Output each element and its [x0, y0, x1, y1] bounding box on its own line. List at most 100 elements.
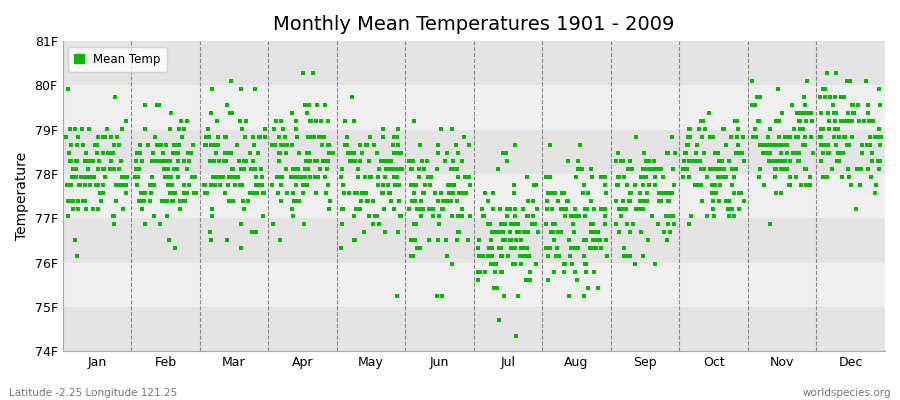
Point [660, 237, 674, 244]
Point [766, 142, 780, 148]
Point [562, 237, 576, 244]
Point [410, 245, 425, 252]
Point [566, 221, 580, 228]
Point [830, 158, 844, 164]
Point [63, 142, 77, 148]
Point [392, 142, 406, 148]
Point [167, 189, 182, 196]
Point [278, 166, 293, 172]
Point [308, 158, 322, 164]
Point [414, 205, 428, 212]
Point [639, 174, 653, 180]
Point [580, 205, 594, 212]
Point [203, 229, 218, 236]
Point [783, 158, 797, 164]
Point [660, 189, 674, 196]
Point [727, 189, 742, 196]
Point [637, 174, 652, 180]
Point [698, 126, 712, 132]
Point [836, 150, 850, 156]
Point [173, 205, 187, 212]
Point [339, 142, 354, 148]
Point [547, 269, 562, 276]
Point [171, 150, 185, 156]
Point [405, 166, 419, 172]
Point [155, 197, 169, 204]
Point [568, 269, 582, 276]
Point [804, 110, 818, 116]
Point [67, 197, 81, 204]
Point [557, 269, 572, 276]
Point [507, 221, 521, 228]
Point [242, 150, 256, 156]
Point [209, 174, 223, 180]
Point [63, 197, 77, 204]
Point [760, 150, 775, 156]
Point [558, 213, 572, 220]
Point [678, 150, 692, 156]
Point [543, 142, 557, 148]
Point [133, 142, 148, 148]
Point [744, 102, 759, 108]
Point [508, 245, 522, 252]
Point [444, 166, 458, 172]
Point [233, 182, 248, 188]
Point [551, 197, 565, 204]
Point [837, 94, 851, 100]
Point [782, 134, 796, 140]
Point [684, 158, 698, 164]
Point [257, 126, 272, 132]
Point [761, 150, 776, 156]
Point [161, 166, 176, 172]
Point [635, 182, 650, 188]
Text: worldspecies.org: worldspecies.org [803, 388, 891, 398]
Point [310, 102, 325, 108]
Point [598, 182, 613, 188]
Point [287, 197, 302, 204]
Point [835, 174, 850, 180]
Point [376, 205, 391, 212]
Point [301, 150, 315, 156]
Point [562, 293, 577, 300]
Point [696, 118, 710, 124]
Point [224, 78, 238, 84]
Point [562, 197, 576, 204]
Point [734, 189, 749, 196]
Point [95, 166, 110, 172]
Point [730, 134, 744, 140]
Point [150, 142, 165, 148]
Point [402, 158, 417, 164]
Point [291, 166, 305, 172]
Point [432, 213, 446, 220]
Point [788, 134, 803, 140]
Point [130, 182, 144, 188]
Point [796, 126, 810, 132]
Point [724, 134, 738, 140]
Point [295, 189, 310, 196]
Point [778, 142, 793, 148]
Point [203, 142, 218, 148]
Point [163, 158, 177, 164]
Point [803, 110, 817, 116]
Point [319, 102, 333, 108]
Bar [62, 262, 885, 307]
Point [387, 166, 401, 172]
Point [639, 197, 653, 204]
Point [266, 182, 280, 188]
Point [348, 205, 363, 212]
Point [737, 158, 751, 164]
Point [298, 174, 312, 180]
Point [594, 245, 608, 252]
Point [834, 94, 849, 100]
Point [226, 166, 240, 172]
Point [274, 182, 288, 188]
Point [59, 134, 74, 140]
Point [681, 142, 696, 148]
Point [628, 134, 643, 140]
Point [310, 174, 324, 180]
Point [725, 205, 740, 212]
Point [769, 118, 783, 124]
Point [248, 166, 262, 172]
Point [732, 189, 746, 196]
Point [130, 166, 145, 172]
